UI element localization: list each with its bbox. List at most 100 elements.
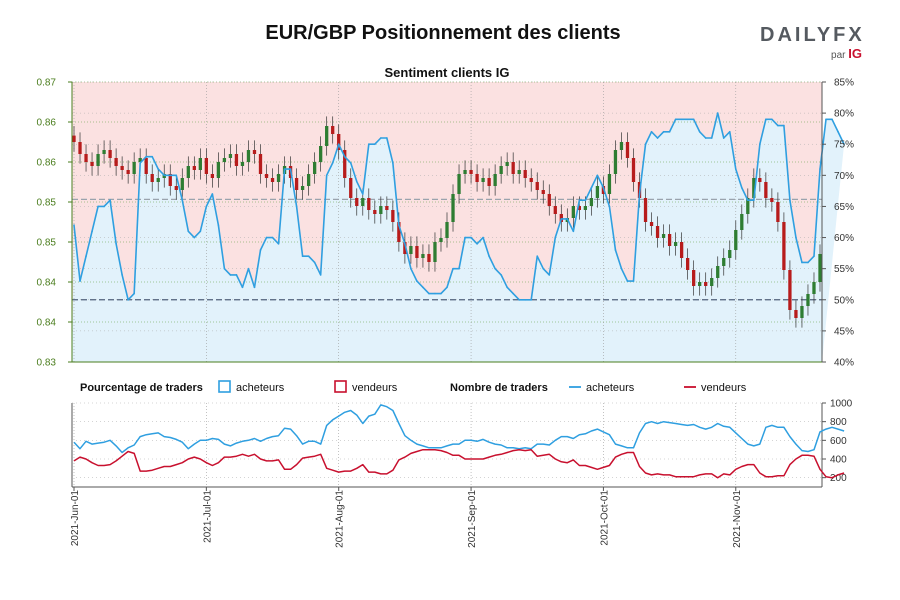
pct-buyers-swatch xyxy=(218,380,231,393)
sentiment-line-segment xyxy=(295,205,304,258)
candle-body xyxy=(168,174,172,186)
candle-body xyxy=(192,166,196,170)
candle-body xyxy=(240,162,245,166)
candle-body xyxy=(126,170,130,174)
logo-wordmark: DAILYFX xyxy=(760,24,865,46)
candle-body xyxy=(643,198,648,222)
candle-body xyxy=(541,190,545,194)
candle-body xyxy=(373,210,377,214)
candle-body xyxy=(361,198,365,206)
pct-tick-label: 60% xyxy=(834,233,854,244)
candle-body xyxy=(692,270,696,286)
sentiment-line-segment xyxy=(807,255,815,264)
candle-body xyxy=(391,210,395,222)
candle-body xyxy=(72,135,76,142)
candle-body xyxy=(276,174,281,182)
sentiment-line-segment xyxy=(783,124,791,202)
axes: Sentiment clients IG 0.87 0.86 0.86 0.85 0.85… xyxy=(37,65,854,488)
sentiment-line-segment xyxy=(584,186,593,202)
candle-body xyxy=(343,150,347,178)
sentiment-line-segment xyxy=(325,162,334,177)
sentiment-line-segment xyxy=(644,130,653,146)
sentiment-line-segment xyxy=(506,286,514,295)
chart-title: EUR/GBP Positionnement des clients xyxy=(265,22,621,44)
sentiment-line-segment xyxy=(500,274,508,289)
candle-body xyxy=(505,162,509,166)
sentiment-line-segment xyxy=(656,130,665,139)
sentiment-line-segment xyxy=(494,267,502,276)
candle-body xyxy=(294,178,299,190)
candle-body xyxy=(517,170,521,174)
sentiment-line-segment xyxy=(151,155,160,170)
candle-body xyxy=(445,222,449,238)
candle-body xyxy=(619,142,624,150)
candle-body xyxy=(589,198,594,206)
sentiment-line-segment xyxy=(115,242,123,276)
sentiment-line-segment xyxy=(193,230,202,239)
candle-body xyxy=(716,266,720,278)
sentiment-line-segment xyxy=(223,267,232,276)
candle-body xyxy=(499,166,503,174)
candle-body xyxy=(312,162,317,174)
sentiment-line-segment xyxy=(271,236,280,245)
candle-body xyxy=(138,158,142,162)
sentiment-line-segment xyxy=(795,236,803,264)
candle-body xyxy=(264,174,269,178)
candle-body xyxy=(403,242,407,254)
count-tick-label: 400 xyxy=(830,455,847,466)
sentiment-line-segment xyxy=(398,224,406,245)
pct-tick-label: 85% xyxy=(834,78,854,89)
sentiment-line-segment xyxy=(211,193,220,226)
candle-body xyxy=(764,182,768,198)
chart-subtitle: Sentiment clients IG xyxy=(385,65,510,80)
candle-body xyxy=(625,142,630,158)
candle-body xyxy=(800,306,804,318)
sentiment-line-segment xyxy=(530,255,539,301)
sentiment-line-segment xyxy=(722,130,731,139)
candle-body xyxy=(204,158,209,174)
pct-tick-label: 45% xyxy=(834,326,854,337)
pct-sellers-label: vendeurs xyxy=(352,382,398,394)
candle-body xyxy=(667,234,672,246)
sentiment-line-segment xyxy=(482,236,490,258)
candle-body xyxy=(457,174,461,194)
candle-body xyxy=(90,162,94,166)
price-tick-label: 0.85 xyxy=(37,198,57,209)
sellers-count-line xyxy=(73,448,845,479)
sentiment-line-segment xyxy=(422,286,430,295)
candle-body xyxy=(132,162,136,174)
date-tick-label: 2021-Aug-01 xyxy=(335,490,346,548)
sentiment-line-segment xyxy=(247,267,256,289)
candle-body xyxy=(661,234,666,238)
candle-body xyxy=(355,198,359,206)
sentiment-line-segment xyxy=(789,199,797,239)
candle-body xyxy=(529,178,533,182)
candle-body xyxy=(649,222,654,226)
pct-buyers-label: acheteurs xyxy=(236,382,285,394)
candle-body xyxy=(559,214,563,222)
price-tick-label: 0.87 xyxy=(37,78,57,89)
candle-body xyxy=(186,166,190,178)
sentiment-line-segment xyxy=(404,242,412,270)
candle-body xyxy=(493,174,497,186)
candle-body xyxy=(475,174,479,182)
candle-body xyxy=(319,146,323,162)
sentiment-line-segment xyxy=(85,230,93,258)
price-tick-label: 0.84 xyxy=(37,318,57,329)
count-tick-label: 800 xyxy=(830,417,847,428)
candle-body xyxy=(818,254,822,282)
count-legend-title: Nombre de traders xyxy=(450,382,548,394)
candle-body xyxy=(698,282,702,286)
sentiment-line-segment xyxy=(446,267,454,289)
candle-body xyxy=(679,242,684,258)
sentiment-line-segment xyxy=(343,155,352,164)
sentiment-line-segment xyxy=(759,118,767,146)
pct-tick-label: 65% xyxy=(834,202,854,213)
candle-body xyxy=(397,222,401,242)
sentiment-line-segment xyxy=(349,162,358,183)
sentiment-line-segment xyxy=(590,174,599,189)
candle-body xyxy=(523,170,527,178)
sentiment-line-segment xyxy=(554,218,563,239)
sentiment-line-segment xyxy=(241,267,250,289)
